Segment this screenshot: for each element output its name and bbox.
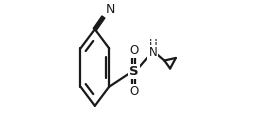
Text: O: O (129, 85, 138, 98)
Text: S: S (129, 65, 138, 78)
Text: N: N (105, 3, 115, 16)
Text: H: H (149, 38, 158, 51)
Text: O: O (129, 44, 138, 57)
Text: N: N (148, 46, 156, 59)
Text: N: N (148, 46, 157, 59)
Text: H: H (148, 41, 157, 54)
